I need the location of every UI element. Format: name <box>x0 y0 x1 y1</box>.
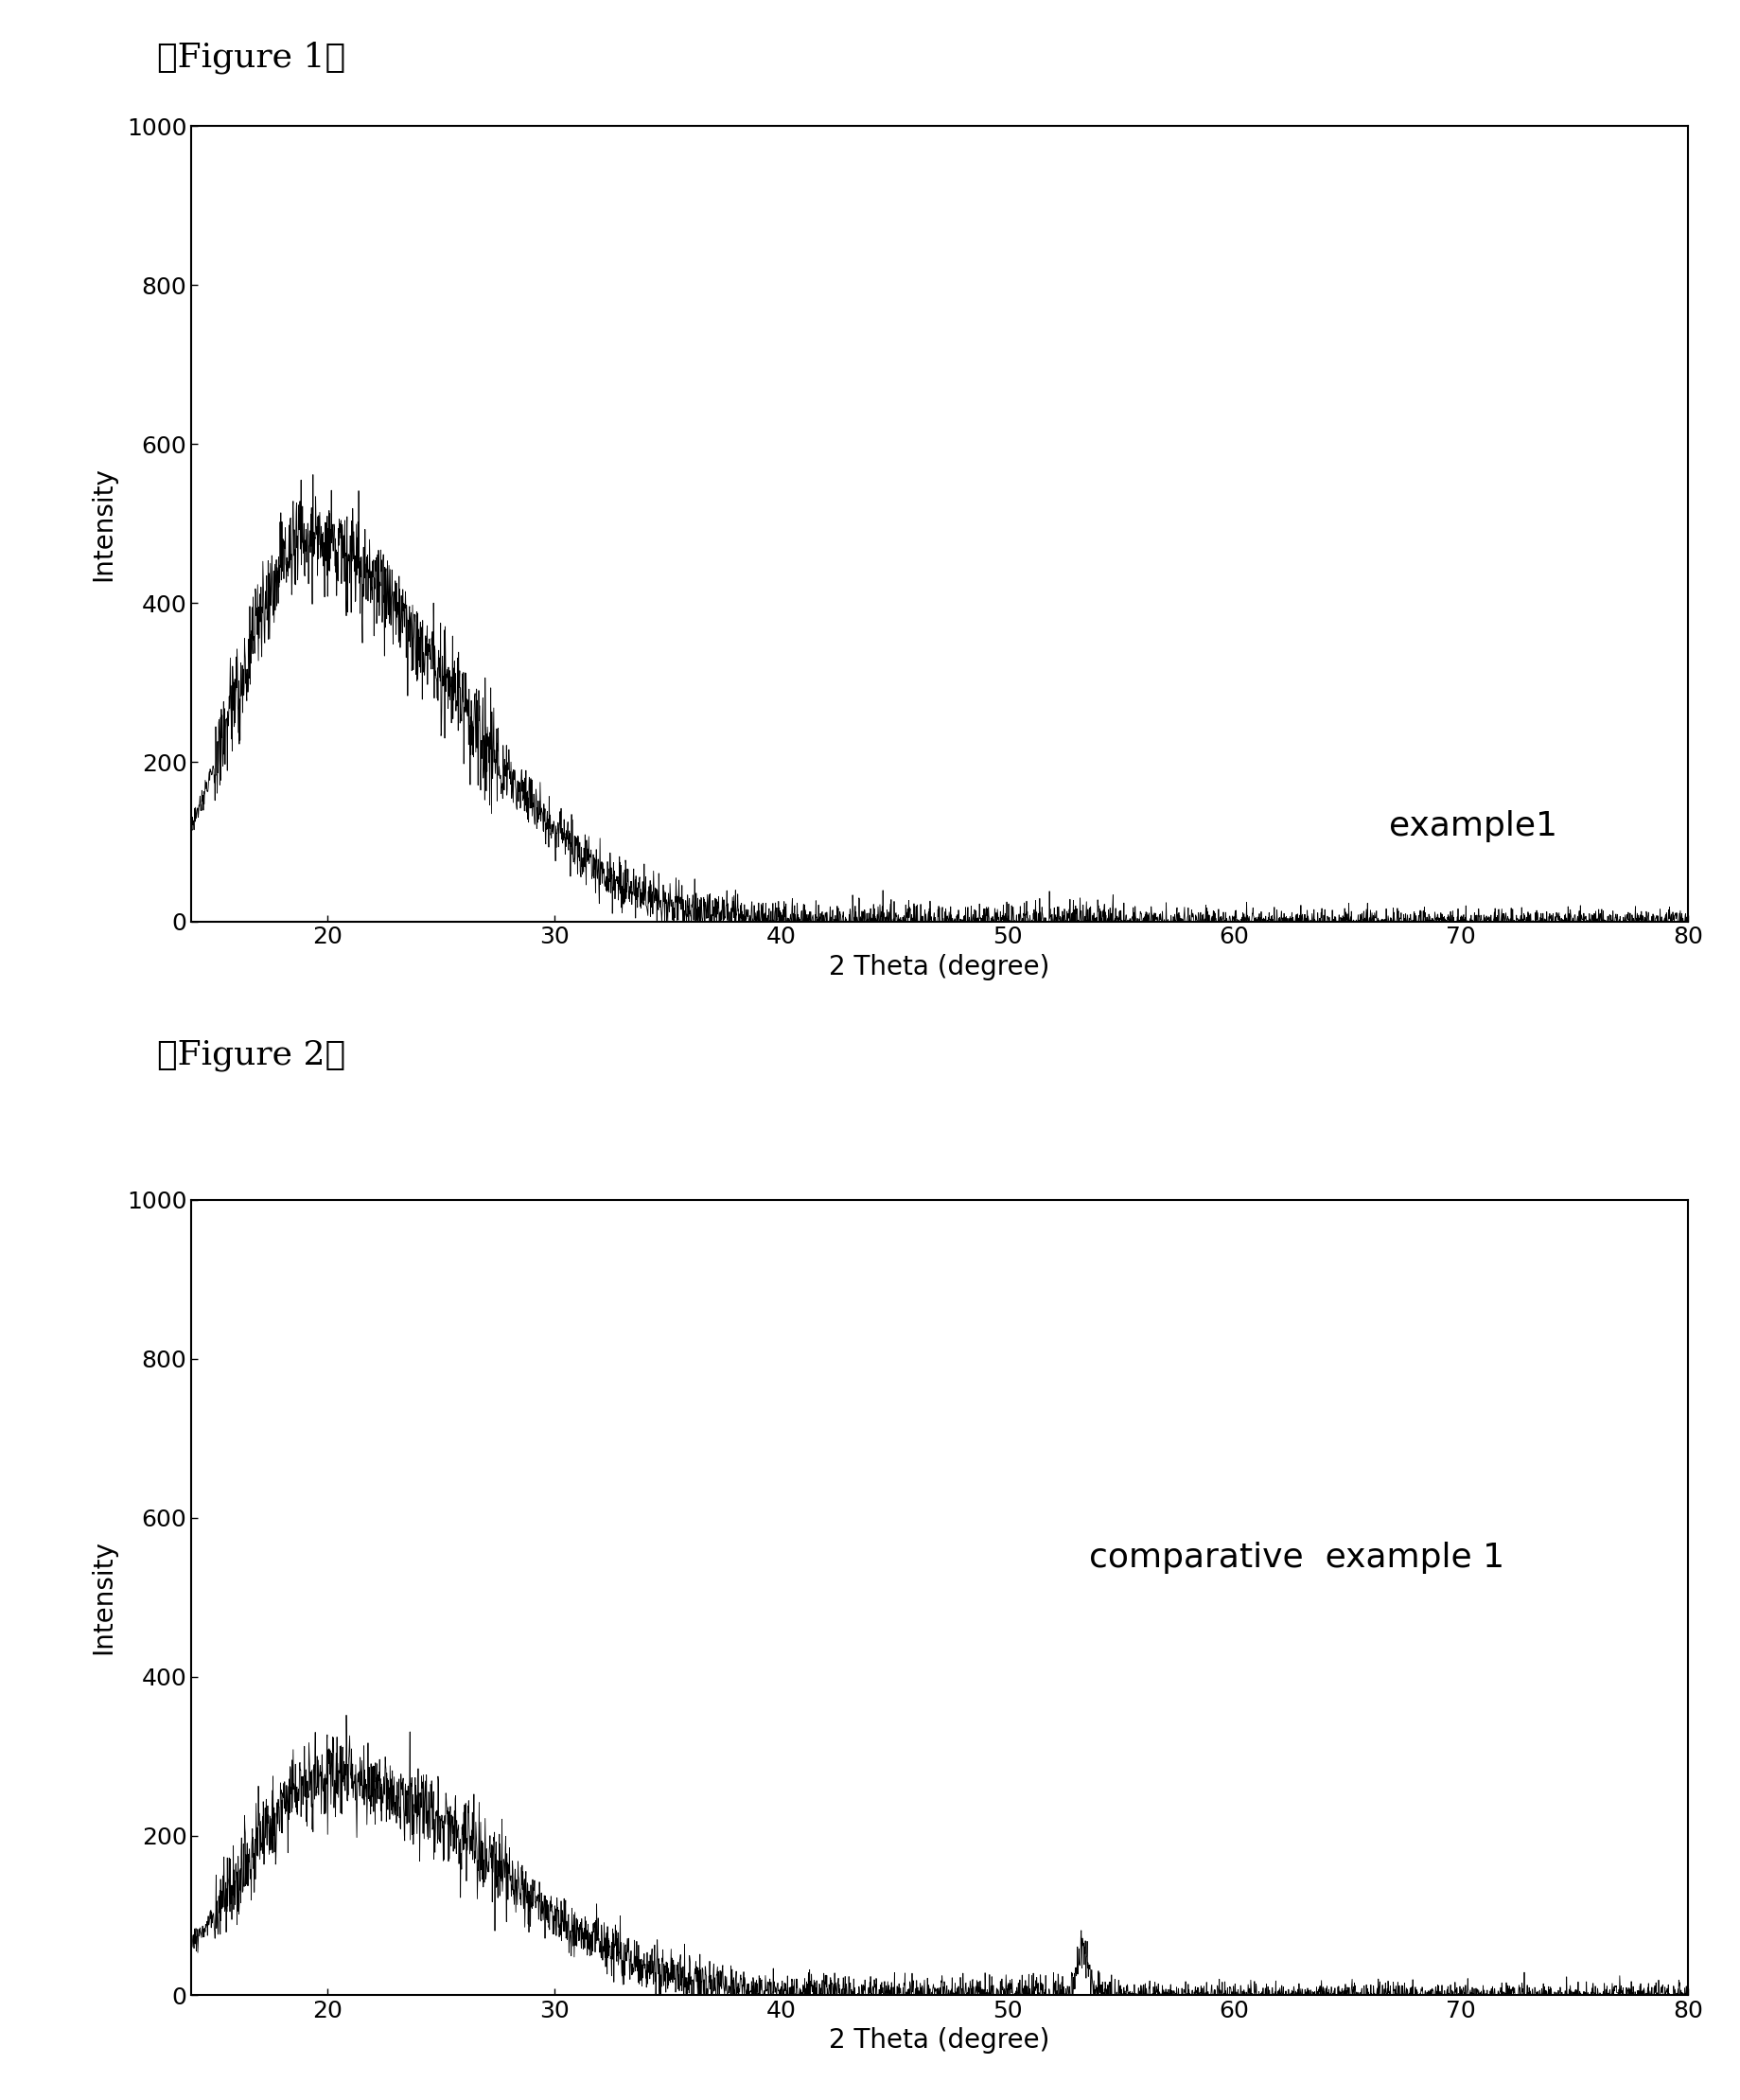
Text: comparative  example 1: comparative example 1 <box>1089 1541 1505 1573</box>
Text: example1: example1 <box>1389 811 1557 842</box>
Y-axis label: Intensity: Intensity <box>90 1539 117 1655</box>
Text: 【Figure 2】: 【Figure 2】 <box>157 1040 345 1071</box>
Y-axis label: Intensity: Intensity <box>90 466 117 582</box>
Text: 【Figure 1】: 【Figure 1】 <box>157 40 345 74</box>
X-axis label: 2 Theta (degree): 2 Theta (degree) <box>830 953 1049 981</box>
X-axis label: 2 Theta (degree): 2 Theta (degree) <box>830 2029 1049 2054</box>
